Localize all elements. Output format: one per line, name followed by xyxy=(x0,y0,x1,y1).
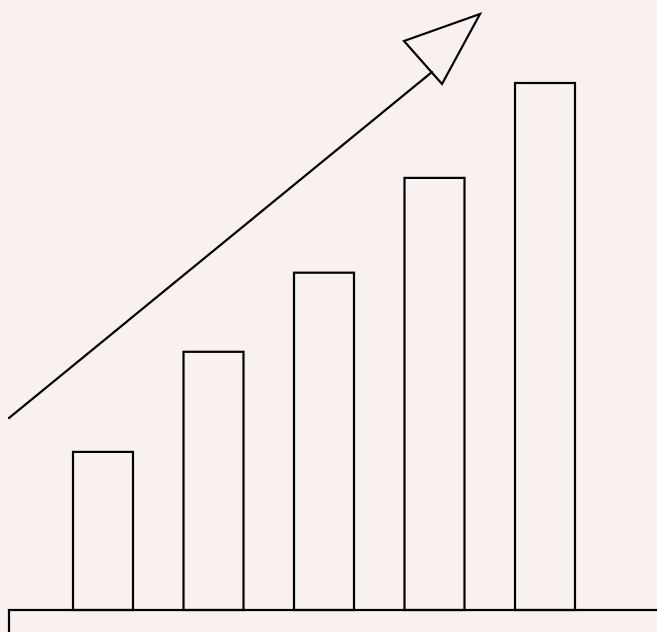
arrow-shaft xyxy=(7,70,434,420)
rising-arrow-icon xyxy=(7,12,483,420)
base-platform xyxy=(7,608,657,632)
arrow-head xyxy=(402,12,483,86)
